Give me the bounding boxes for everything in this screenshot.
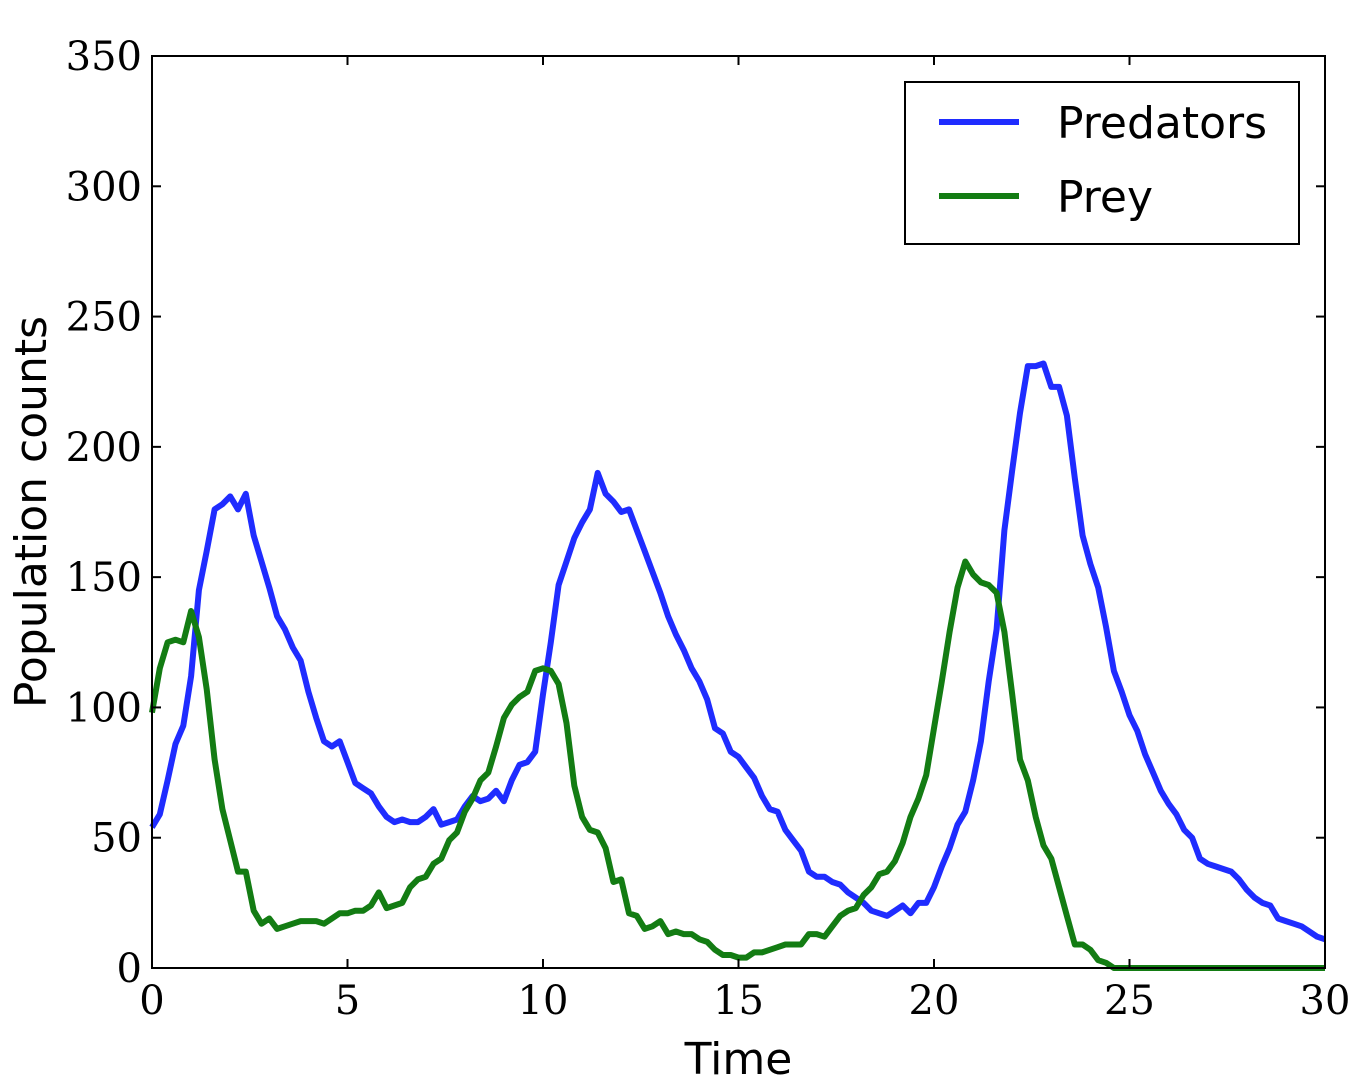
y-tick-label: 0 [117,946,142,992]
legend-label-prey: Prey [1057,172,1153,223]
y-tick-label: 250 [66,295,142,341]
plot-frame [151,55,1326,969]
y-tick-label: 150 [66,555,142,601]
x-tick-label: 25 [1104,978,1155,1024]
y-tick-label: 50 [91,816,142,862]
x-tick-label: 20 [909,978,960,1024]
y-tick-label: 300 [66,164,142,210]
x-tick-label: 15 [713,978,764,1024]
series-line-predators [149,360,1326,943]
y-tick-label: 200 [66,425,142,471]
x-axis-label: Time [684,1034,793,1085]
x-tick-label: 5 [335,978,360,1024]
x-tick-label: 0 [139,978,164,1024]
x-tick-label: 10 [518,978,569,1024]
legend: Predators Prey [904,81,1300,245]
legend-box [904,81,1300,245]
series-layer [149,360,1326,971]
y-tick-label: 350 [66,34,142,80]
y-tick-label: 100 [66,685,142,731]
x-tick-label: 30 [1300,978,1351,1024]
y-axis-label: Population counts [6,316,57,708]
legend-label-predators: Predators [1057,98,1267,149]
series-line-prey [149,558,1325,971]
